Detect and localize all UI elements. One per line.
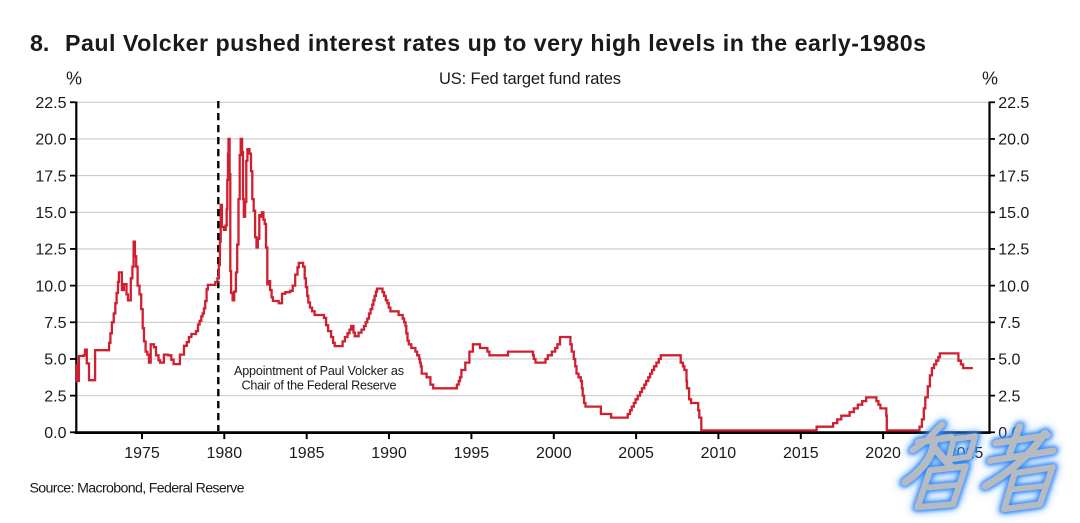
svg-text:1995: 1995 — [454, 445, 490, 462]
svg-text:17.5: 17.5 — [998, 168, 1029, 185]
svg-text:7.5: 7.5 — [44, 315, 66, 332]
svg-text:20.0: 20.0 — [998, 132, 1029, 149]
svg-text:2000: 2000 — [536, 445, 572, 462]
svg-text:5.0: 5.0 — [44, 352, 66, 369]
svg-text:12.5: 12.5 — [998, 242, 1029, 259]
svg-text:17.5: 17.5 — [35, 168, 66, 185]
svg-text:2015: 2015 — [783, 445, 819, 462]
svg-text:%: % — [66, 69, 82, 89]
svg-text:US: Fed target fund rates: US: Fed target fund rates — [439, 70, 621, 88]
svg-text:%: % — [982, 69, 998, 89]
svg-text:10.0: 10.0 — [998, 278, 1029, 295]
svg-text:Source: Macrobond, Federal Res: Source: Macrobond, Federal Reserve — [30, 480, 245, 496]
svg-text:1990: 1990 — [371, 445, 407, 462]
svg-text:2005: 2005 — [618, 445, 654, 462]
svg-text:22.5: 22.5 — [998, 95, 1029, 112]
svg-text:2010: 2010 — [701, 445, 737, 462]
svg-text:8.Paul Volcker pushed interest: 8. Paul Volcker pushed interest rates up … — [30, 30, 926, 56]
svg-text:15.0: 15.0 — [998, 205, 1029, 222]
svg-text:Appointment of Paul Volcker as: Appointment of Paul Volcker as — [234, 364, 404, 378]
svg-text:15.0: 15.0 — [35, 205, 66, 222]
svg-text:Chair of the Federal Reserve: Chair of the Federal Reserve — [242, 379, 397, 393]
svg-text:2020: 2020 — [865, 445, 901, 462]
svg-text:20.0: 20.0 — [35, 132, 66, 149]
svg-text:0.0: 0.0 — [44, 425, 66, 442]
svg-text:1975: 1975 — [124, 445, 160, 462]
svg-text:12.5: 12.5 — [35, 242, 66, 259]
svg-text:2.5: 2.5 — [44, 388, 66, 405]
svg-text:7.5: 7.5 — [998, 315, 1020, 332]
svg-text:22.5: 22.5 — [35, 95, 66, 112]
svg-text:1980: 1980 — [207, 445, 243, 462]
svg-text:2.5: 2.5 — [998, 388, 1020, 405]
svg-text:10.0: 10.0 — [35, 278, 66, 295]
svg-text:1985: 1985 — [289, 445, 325, 462]
svg-text:5.0: 5.0 — [998, 352, 1020, 369]
